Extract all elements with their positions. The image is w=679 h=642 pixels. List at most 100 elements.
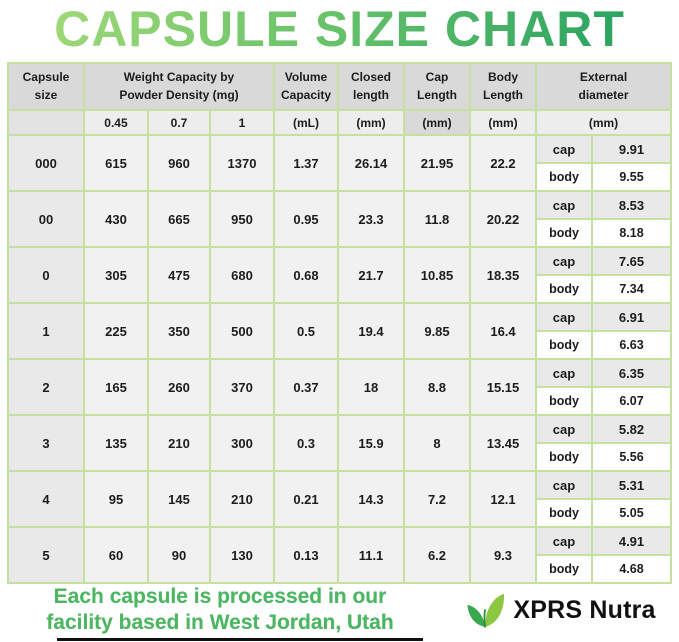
cell-volume: 0.37 — [273, 358, 339, 416]
unit-volume: (mL) — [273, 109, 339, 136]
table-row: 1 225 350 500 0.5 19.4 9.85 16.4 cap 6.9… — [6, 302, 672, 360]
cell-weight-045: 615 — [82, 134, 149, 192]
footer: Each capsule is processed in our facilit… — [0, 578, 679, 642]
cell-cap-length: 7.2 — [403, 470, 471, 528]
cell-volume: 0.68 — [273, 246, 339, 304]
cell-weight-045: 165 — [82, 358, 149, 416]
table-row-sub: body 5.05 — [8, 498, 672, 528]
cell-capsule-size: 3 — [6, 414, 85, 472]
footer-tagline: Each capsule is processed in our facilit… — [0, 584, 440, 637]
cell-weight-07: 350 — [146, 302, 211, 360]
cell-cap-length: 6.2 — [403, 526, 471, 584]
cell-closed-length: 18 — [337, 358, 405, 416]
ext-label-cap: cap — [535, 526, 593, 556]
cell-weight-07: 210 — [146, 414, 211, 472]
col-header-closed-length: Closed length — [337, 62, 405, 111]
table-row-sub: body 9.55 — [8, 162, 672, 192]
unit-body-length: (mm) — [469, 109, 537, 136]
cell-closed-length: 14.3 — [337, 470, 405, 528]
cell-cap-length: 11.8 — [403, 190, 471, 248]
cell-cap-length: 21.95 — [403, 134, 471, 192]
cell-body-length: 18.35 — [469, 246, 537, 304]
cell-ext-body: 5.56 — [591, 442, 672, 472]
table-row: 4 95 145 210 0.21 14.3 7.2 12.1 cap 5.31 — [6, 470, 672, 528]
cell-weight-07: 145 — [146, 470, 211, 528]
col-header-body-length: Body Length — [469, 62, 537, 111]
cell-body-length: 9.3 — [469, 526, 537, 584]
cell-ext-cap: 5.31 — [591, 470, 672, 500]
cell-weight-07: 90 — [146, 526, 211, 584]
cell-weight-045: 60 — [82, 526, 149, 584]
cell-volume: 0.95 — [273, 190, 339, 248]
cell-weight-045: 430 — [82, 190, 149, 248]
cell-weight-1: 300 — [208, 414, 276, 472]
cell-weight-1: 130 — [208, 526, 276, 584]
ext-label-body: body — [535, 330, 593, 360]
cell-volume: 1.37 — [273, 134, 339, 192]
cell-cap-length: 8.8 — [403, 358, 471, 416]
cell-ext-cap: 8.53 — [591, 190, 672, 220]
ext-label-cap: cap — [535, 190, 593, 220]
unit-density-045: 0.45 — [82, 109, 149, 136]
cell-body-length: 20.22 — [469, 190, 537, 248]
cell-closed-length: 11.1 — [337, 526, 405, 584]
cell-weight-045: 225 — [82, 302, 149, 360]
cell-weight-1: 370 — [208, 358, 276, 416]
cell-ext-body: 5.05 — [591, 498, 672, 528]
cell-closed-length: 23.3 — [337, 190, 405, 248]
cell-weight-1: 680 — [208, 246, 276, 304]
cell-volume: 0.21 — [273, 470, 339, 528]
cell-ext-cap: 6.91 — [591, 302, 672, 332]
cell-body-length: 16.4 — [469, 302, 537, 360]
cell-cap-length: 8 — [403, 414, 471, 472]
cell-body-length: 12.1 — [469, 470, 537, 528]
table-row: 000 615 960 1370 1.37 26.14 21.95 22.2 c… — [6, 134, 672, 192]
ext-label-body: body — [535, 442, 593, 472]
cell-capsule-size: 0 — [6, 246, 85, 304]
col-header-capsule-size: Capsule size — [6, 62, 85, 111]
cell-cap-length: 10.85 — [403, 246, 471, 304]
ext-label-body: body — [535, 554, 593, 584]
col-header-external-diameter: External diameter — [535, 62, 672, 111]
table-row: 2 165 260 370 0.37 18 8.8 15.15 cap 6.35 — [6, 358, 672, 416]
cell-ext-cap: 5.82 — [591, 414, 672, 444]
table-row-sub: body 6.63 — [8, 330, 672, 360]
cell-capsule-size: 2 — [6, 358, 85, 416]
footer-line2: facility based in West Jordan, Utah — [46, 611, 394, 634]
cell-weight-1: 500 — [208, 302, 276, 360]
unit-density-07: 0.7 — [146, 109, 211, 136]
cell-capsule-size: 4 — [6, 470, 85, 528]
cell-closed-length: 15.9 — [337, 414, 405, 472]
cell-ext-body: 6.07 — [591, 386, 672, 416]
leaf-icon — [467, 593, 505, 628]
brand-name: XPRS Nutra — [513, 595, 656, 624]
ext-label-body: body — [535, 162, 593, 192]
col-header-cap-length: Cap Length — [403, 62, 471, 111]
cell-ext-cap: 7.65 — [591, 246, 672, 276]
cell-weight-07: 665 — [146, 190, 211, 248]
col-header-volume-capacity: Volume Capacity — [273, 62, 339, 111]
ext-label-cap: cap — [535, 134, 593, 164]
cell-weight-07: 260 — [146, 358, 211, 416]
table-row: 3 135 210 300 0.3 15.9 8 13.45 cap 5.82 — [6, 414, 672, 472]
cell-weight-045: 135 — [82, 414, 149, 472]
table-units-row: 0.45 0.7 1 (mL) (mm) (mm) (mm) (mm) — [6, 109, 672, 136]
table-row-sub: body 7.34 — [8, 274, 672, 304]
table-row-sub: body 8.18 — [8, 218, 672, 248]
unit-cap-length: (mm) — [403, 109, 471, 136]
ext-label-cap: cap — [535, 358, 593, 388]
unit-density-1: 1 — [208, 109, 276, 136]
ext-label-body: body — [535, 498, 593, 528]
table-row: 5 60 90 130 0.13 11.1 6.2 9.3 cap 4.91 — [6, 526, 672, 584]
unit-external-diameter: (mm) — [535, 109, 672, 136]
table-row-sub: body 5.56 — [8, 442, 672, 472]
ext-label-body: body — [535, 218, 593, 248]
table-row: 0 305 475 680 0.68 21.7 10.85 18.35 cap … — [6, 246, 672, 304]
cell-ext-body: 7.34 — [591, 274, 672, 304]
cell-weight-1: 1370 — [208, 134, 276, 192]
cell-weight-1: 210 — [208, 470, 276, 528]
cell-volume: 0.3 — [273, 414, 339, 472]
cell-weight-1: 950 — [208, 190, 276, 248]
ext-label-cap: cap — [535, 414, 593, 444]
page-title: CAPSULE SIZE CHART — [0, 2, 679, 56]
